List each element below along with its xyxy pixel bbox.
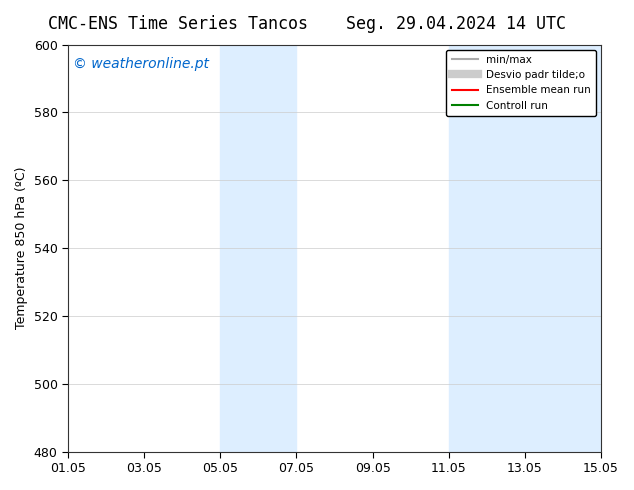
- Y-axis label: Temperature 850 hPa (ºC): Temperature 850 hPa (ºC): [15, 167, 28, 329]
- Text: © weatheronline.pt: © weatheronline.pt: [74, 57, 209, 71]
- Text: Seg. 29.04.2024 14 UTC: Seg. 29.04.2024 14 UTC: [346, 15, 567, 33]
- Text: CMC-ENS Time Series Tancos: CMC-ENS Time Series Tancos: [48, 15, 307, 33]
- Bar: [449, 45, 601, 452]
- Bar: [220, 45, 297, 452]
- Legend: min/max, Desvio padr tilde;o, Ensemble mean run, Controll run: min/max, Desvio padr tilde;o, Ensemble m…: [446, 49, 596, 116]
